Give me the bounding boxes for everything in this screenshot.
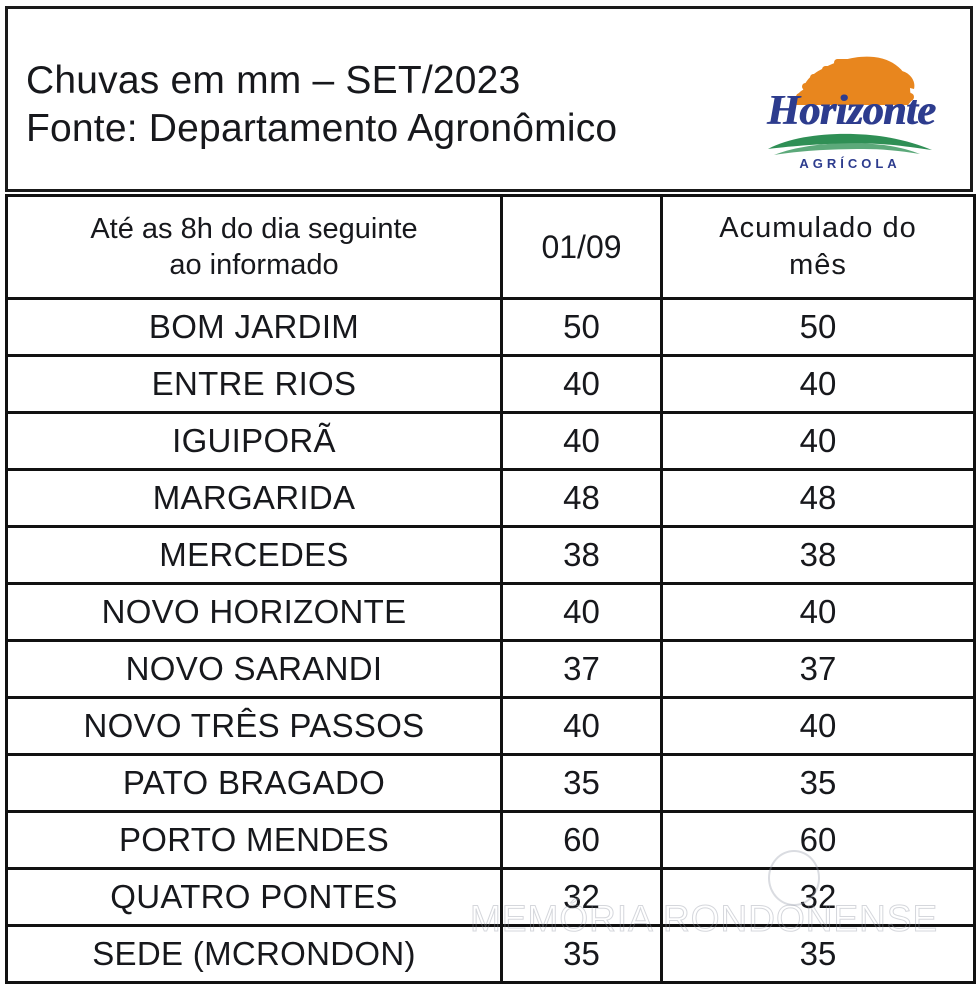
column-header-location: Até as 8h do dia seguinte ao informado: [5, 194, 503, 300]
row-accumulated-value: 60: [660, 810, 976, 870]
row-day-value: 48: [500, 468, 663, 528]
table-row: NOVO TRÊS PASSOS 40 40: [5, 696, 976, 756]
row-location: PORTO MENDES: [5, 810, 503, 870]
row-accumulated-value: 32: [660, 867, 976, 927]
row-day-value: 38: [500, 525, 663, 585]
table-header-row: Até as 8h do dia seguinte ao informado 0…: [5, 194, 976, 300]
row-accumulated-value: 35: [660, 753, 976, 813]
table-row: NOVO HORIZONTE 40 40: [5, 582, 976, 642]
table-row: SEDE (MCRONDON) 35 35: [5, 924, 976, 984]
row-accumulated-value: 40: [660, 582, 976, 642]
row-accumulated-value: 40: [660, 696, 976, 756]
column-header-accumulated-line1: Acumulado do: [719, 212, 917, 244]
row-day-value: 40: [500, 354, 663, 414]
row-day-value: 40: [500, 696, 663, 756]
table-row: IGUIPORÃ 40 40: [5, 411, 976, 471]
row-accumulated-value: 48: [660, 468, 976, 528]
table-row: MARGARIDA 48 48: [5, 468, 976, 528]
row-day-value: 32: [500, 867, 663, 927]
horizonte-agricola-logo: Horizonte AGRÍCOLA: [752, 27, 948, 179]
row-location: QUATRO PONTES: [5, 867, 503, 927]
report-title-block: Chuvas em mm – SET/2023 Fonte: Departame…: [26, 57, 726, 153]
row-day-value: 40: [500, 582, 663, 642]
row-day-value: 60: [500, 810, 663, 870]
row-location: IGUIPORÃ: [5, 411, 503, 471]
row-location: NOVO SARANDI: [5, 639, 503, 699]
table-row: ENTRE RIOS 40 40: [5, 354, 976, 414]
row-location: MARGARIDA: [5, 468, 503, 528]
table-row: PORTO MENDES 60 60: [5, 810, 976, 870]
row-location: MERCEDES: [5, 525, 503, 585]
row-location: SEDE (MCRONDON): [5, 924, 503, 984]
row-day-value: 35: [500, 924, 663, 984]
row-location: ENTRE RIOS: [5, 354, 503, 414]
row-accumulated-value: 38: [660, 525, 976, 585]
column-header-location-line2: ao informado: [169, 249, 339, 281]
row-day-value: 37: [500, 639, 663, 699]
sun-scribble-icon: [792, 56, 915, 105]
column-header-accumulated-line2: mês: [789, 249, 847, 281]
table-row: NOVO SARANDI 37 37: [5, 639, 976, 699]
logo-subtitle: AGRÍCOLA: [799, 156, 901, 171]
green-swoosh-icon: [768, 133, 932, 155]
page-title: Chuvas em mm – SET/2023: [26, 59, 521, 102]
report-header: Chuvas em mm – SET/2023 Fonte: Departame…: [5, 6, 973, 192]
table-row: PATO BRAGADO 35 35: [5, 753, 976, 813]
column-header-accumulated: Acumulado do mês: [660, 194, 976, 300]
row-accumulated-value: 40: [660, 354, 976, 414]
logo-wordmark: Horizonte: [766, 88, 936, 134]
row-accumulated-value: 35: [660, 924, 976, 984]
row-accumulated-value: 50: [660, 297, 976, 357]
row-location: NOVO TRÊS PASSOS: [5, 696, 503, 756]
row-accumulated-value: 40: [660, 411, 976, 471]
row-day-value: 35: [500, 753, 663, 813]
table-body: BOM JARDIM 50 50 ENTRE RIOS 40 40 IGUIPO…: [5, 297, 976, 984]
table-row: MERCEDES 38 38: [5, 525, 976, 585]
report-source: Fonte: Departamento Agronômico: [26, 107, 618, 150]
row-day-value: 40: [500, 411, 663, 471]
column-header-location-line1: Até as 8h do dia seguinte: [90, 213, 418, 245]
rainfall-table: Até as 8h do dia seguinte ao informado 0…: [5, 194, 976, 984]
row-day-value: 50: [500, 297, 663, 357]
row-location: BOM JARDIM: [5, 297, 503, 357]
column-header-date: 01/09: [500, 194, 663, 300]
row-accumulated-value: 37: [660, 639, 976, 699]
table-row: QUATRO PONTES 32 32: [5, 867, 976, 927]
row-location: NOVO HORIZONTE: [5, 582, 503, 642]
table-row: BOM JARDIM 50 50: [5, 297, 976, 357]
row-location: PATO BRAGADO: [5, 753, 503, 813]
